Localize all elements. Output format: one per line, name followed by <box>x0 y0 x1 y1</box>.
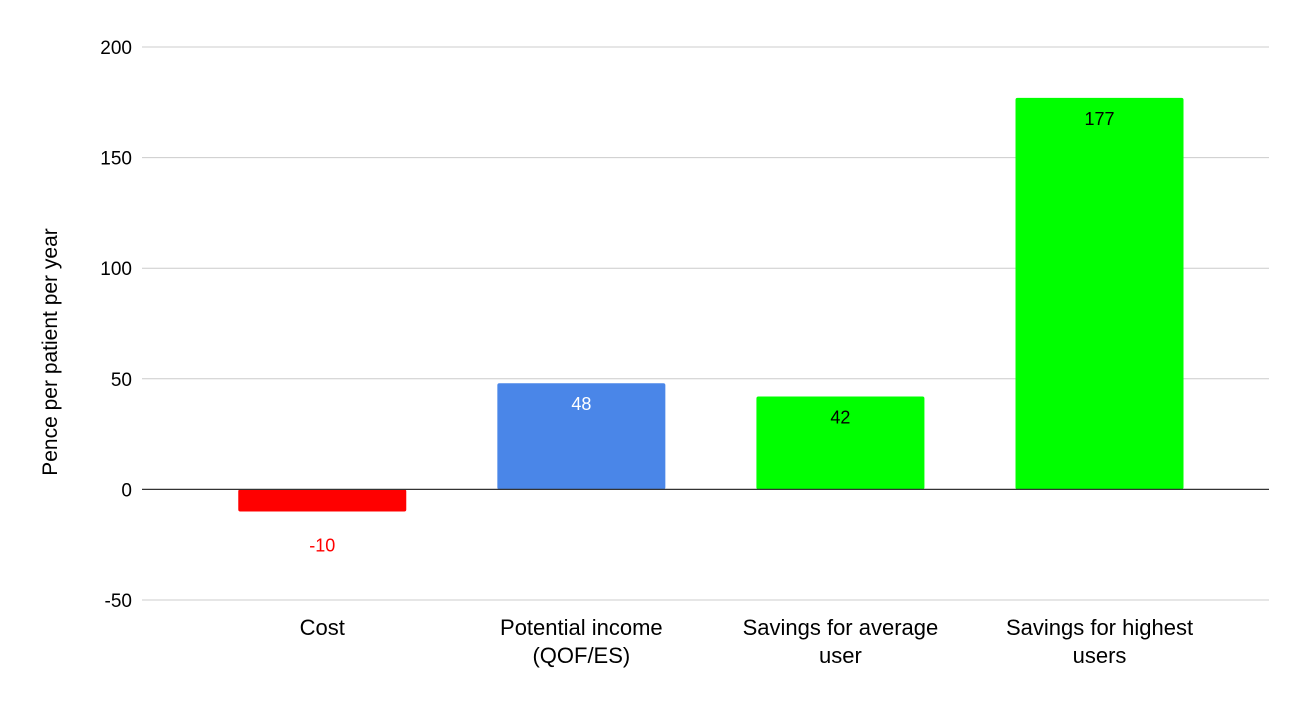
y-tick-label: 0 <box>121 480 132 501</box>
labels: -50 0 50 100 150 200 -10 Cost 48 Potential income… <box>100 38 1193 668</box>
data-label: 48 <box>571 394 591 414</box>
category-label-line: Savings for highest <box>1006 615 1193 640</box>
y-tick-label: -50 <box>105 591 132 612</box>
y-tick-label: 150 <box>100 149 132 170</box>
category-label: Cost <box>300 615 345 640</box>
data-label: -10 <box>309 536 335 556</box>
category-label-line: Cost <box>300 615 345 640</box>
category-label-line: Savings for average <box>743 615 939 640</box>
y-axis-title: Pence per patient per year <box>39 228 62 476</box>
y-tick-label: 100 <box>100 259 132 280</box>
bar <box>756 396 925 490</box>
category-label-line: users <box>1073 643 1127 668</box>
category-label-line: (QOF/ES) <box>532 643 630 668</box>
data-label: 42 <box>830 407 850 427</box>
category-label: Savings for average user <box>743 615 939 668</box>
bar <box>497 383 666 490</box>
category-label: Savings for highest users <box>1006 615 1193 668</box>
bars <box>238 97 1184 512</box>
bar <box>1015 97 1184 490</box>
category-label: Potential income (QOF/ES) <box>500 615 663 668</box>
data-label: 177 <box>1084 109 1114 129</box>
category-label-line: Potential income <box>500 615 663 640</box>
y-tick-label: 50 <box>111 370 132 391</box>
category-label-line: user <box>819 643 862 668</box>
y-tick-label: 200 <box>100 38 132 59</box>
bar <box>238 489 407 512</box>
